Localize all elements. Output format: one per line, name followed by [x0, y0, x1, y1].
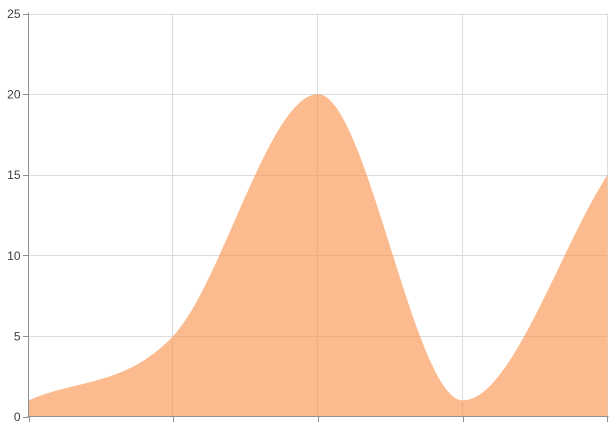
area-fill — [28, 94, 608, 417]
y-axis-tick-label: 20 — [7, 88, 21, 102]
y-axis-tick-label: 0 — [14, 410, 21, 424]
tick-marks — [23, 14, 608, 422]
y-axis-tick-label: 15 — [7, 168, 21, 182]
y-axis-tick-label: 25 — [7, 7, 21, 21]
area-series — [28, 94, 608, 417]
y-axis-labels: 0 5 10 15 20 25 — [7, 7, 21, 424]
y-axis-tick-label: 10 — [7, 249, 21, 263]
y-axis-tick-label: 5 — [14, 329, 21, 343]
